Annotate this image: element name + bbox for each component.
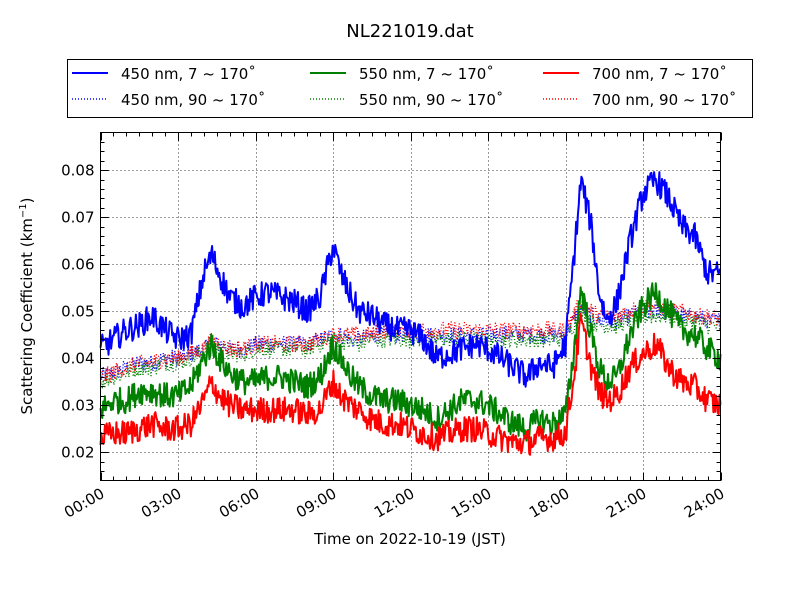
y-ticks: 0.02 0.03 0.04 0.05 0.06 0.07 0.08 [61,142,721,472]
y-axis-label: Scattering Coefficient (km−1) [18,197,36,414]
y-tick-label: 0.08 [61,162,94,180]
x-tick-label: 03:00 [138,484,184,521]
y-axis-label-end: ) [18,197,36,203]
x-tick-label: 18:00 [526,484,572,521]
legend-label: 550 nm, 7 ~ 170˚ [359,65,494,83]
y-tick-label: 0.02 [61,444,94,462]
legend: 450 nm, 7 ~ 170˚ 550 nm, 7 ~ 170˚ 700 nm, … [67,59,753,118]
legend-label: 550 nm, 90 ~ 170˚ [359,91,503,109]
series-line-1 [99,282,722,442]
y-tick-label: 0.07 [61,209,94,227]
legend-label: 450 nm, 7 ~ 170˚ [121,65,256,83]
legend-frame [67,59,753,118]
axes [100,132,721,481]
legend-label: 700 nm, 90 ~ 170˚ [592,91,736,109]
series-group [99,171,722,456]
x-tick-label: 15:00 [448,484,494,521]
y-tick-label: 0.06 [61,256,94,274]
chart-title: NL221019.dat [346,21,473,42]
x-axis-label: Time on 2022-10-19 (JST) [313,530,506,548]
y-tick-label: 0.05 [61,303,94,321]
y-axis-label-main: Scattering Coefficient (km [18,218,36,414]
plot-frame [100,132,721,481]
series-line-2 [99,312,722,456]
series-line-3 [99,300,721,382]
legend-label: 700 nm, 7 ~ 170˚ [592,65,727,83]
y-tick-label: 0.03 [61,397,94,415]
series-line-0 [99,171,722,388]
x-tick-label: 21:00 [603,484,649,521]
x-tick-label: 12:00 [371,484,417,521]
y-axis-label-sup: −1 [18,203,29,218]
x-tick-label: 00:00 [61,484,107,521]
x-tick-label: 06:00 [216,484,262,521]
y-tick-label: 0.04 [61,350,94,368]
legend-label: 450 nm, 90 ~ 170˚ [121,91,265,109]
x-tick-label: 09:00 [293,484,339,521]
x-tick-label: 24:00 [681,484,727,521]
grid [100,132,721,481]
